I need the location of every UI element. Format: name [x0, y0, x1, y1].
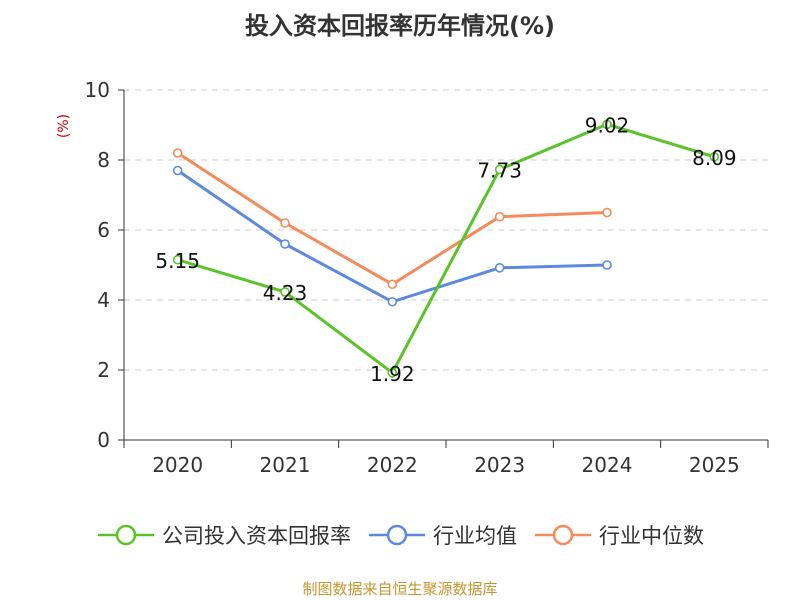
data-point [494, 164, 505, 175]
data-label: 7.73 [477, 158, 522, 182]
x-tick-label: 2020 [152, 453, 203, 477]
y-tick-label: 10 [85, 78, 110, 102]
legend-label: 行业中位数 [599, 524, 704, 548]
data-point [387, 279, 398, 290]
data-point [172, 254, 183, 265]
legend-marker-icon [535, 524, 591, 546]
data-point [709, 152, 720, 162]
series-line [177, 122, 715, 375]
source-note: 制图数据来自恒生聚源数据库 [302, 580, 498, 598]
legend-item: 行业均值 [367, 520, 517, 550]
data-labels: 5.15 4.23 1.92 7.73 9.02 8.09 [155, 113, 737, 386]
data-point [494, 211, 505, 222]
data-point [172, 148, 183, 158]
data-point [172, 165, 183, 176]
chart-title: 投入资本回报率历年情况(%) [245, 12, 555, 40]
x-tick-label: 2024 [582, 453, 633, 477]
legend-marker-icon [369, 524, 425, 546]
legend: 公司投入资本回报率 行业均值 行业中位数 [0, 520, 800, 550]
x-tick-label: 2021 [260, 453, 311, 477]
y-tick-label: 8 [97, 148, 110, 172]
data-point [602, 260, 612, 270]
legend-marker-icon [98, 524, 154, 546]
x-tick-label: 2022 [367, 453, 418, 477]
y-tick-label: 4 [97, 288, 110, 312]
data-point [387, 367, 398, 378]
data-point [602, 119, 612, 130]
series-line [176, 151, 608, 286]
legend-item: 行业中位数 [533, 520, 704, 550]
data-label: 1.92 [370, 362, 415, 386]
axes: 0 2 4 6 8 10 2020 2021 2022 2023 2024 2025 [85, 78, 769, 477]
data-point [280, 218, 290, 228]
data-point [280, 239, 290, 249]
legend-circle [386, 524, 408, 546]
y-tick-label: 6 [97, 218, 110, 242]
x-tick-label: 2025 [689, 453, 740, 477]
data-point [602, 207, 612, 218]
legend-item: 公司投入资本回报率 [96, 520, 351, 550]
legend-circle [115, 524, 137, 546]
grid-lines [124, 89, 768, 371]
data-label: 9.02 [585, 113, 630, 137]
y-tick-label: 0 [97, 428, 110, 452]
legend-label: 行业均值 [433, 524, 517, 548]
data-label: 5.15 [155, 249, 200, 273]
y-tick-label: 2 [97, 358, 110, 382]
data-point [387, 296, 398, 307]
y-axis-label: (%) [56, 114, 72, 138]
legend-label: 公司投入资本回报率 [162, 524, 351, 548]
data-point [494, 262, 505, 273]
legend-circle [552, 524, 574, 546]
data-label: 4.23 [263, 281, 308, 305]
x-tick-label: 2023 [474, 453, 525, 477]
series [172, 119, 720, 378]
data-label: 8.09 [692, 146, 737, 170]
data-point [280, 287, 290, 297]
